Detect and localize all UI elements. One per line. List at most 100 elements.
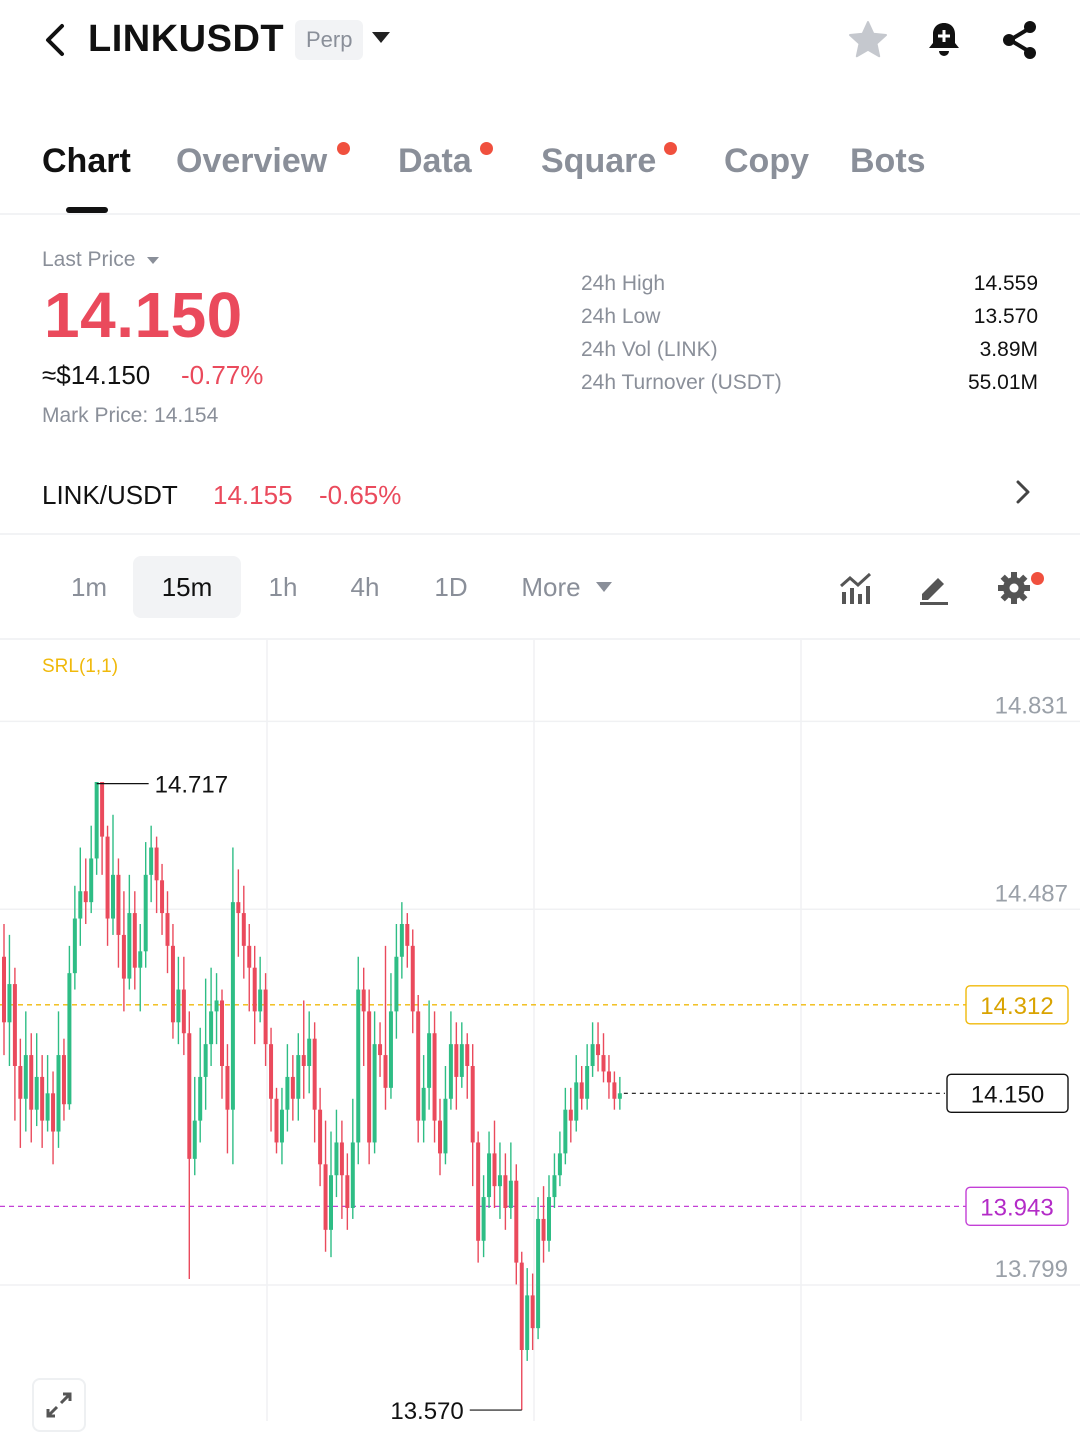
timeframe-1d[interactable]: 1D [434, 572, 468, 602]
tab-square[interactable]: Square [541, 142, 657, 180]
candle-body [465, 1044, 470, 1066]
share-icon [1003, 21, 1036, 59]
candle-body [536, 1218, 541, 1329]
candle-body [132, 913, 137, 968]
candle-body [432, 1033, 437, 1121]
candle-body [334, 1142, 339, 1176]
tab-copy[interactable]: Copy [724, 142, 809, 180]
tab-data[interactable]: Data [398, 142, 472, 180]
candle-body [18, 1066, 23, 1099]
candle-body [192, 1120, 197, 1159]
spot-pair-label[interactable]: LINK/USDT [42, 480, 178, 510]
candle-body [503, 1175, 508, 1208]
caret-down-icon[interactable] [147, 257, 159, 264]
symbol-title[interactable]: LINKUSDT [88, 18, 285, 60]
candle-body [399, 924, 404, 957]
indicators-button[interactable] [836, 568, 876, 608]
price-tag-box [965, 985, 1069, 1025]
stat-label: 24h Low [581, 305, 661, 328]
notification-dot [337, 142, 350, 155]
spot-price: 14.155 [213, 480, 293, 510]
chart-settings-button[interactable] [994, 568, 1034, 608]
candle-body [241, 913, 246, 946]
spot-chevron-right-icon[interactable] [1010, 478, 1036, 506]
candle-body [345, 1175, 350, 1208]
candle-body [269, 1044, 274, 1099]
contract-type-badge: Perp [295, 20, 364, 60]
candle-body [225, 1066, 230, 1110]
stat-label: 24h Turnover (USDT) [581, 371, 782, 394]
favorite-button[interactable] [846, 18, 890, 62]
stat-value: 14.559 [973, 272, 1038, 295]
candle-body [209, 1011, 214, 1045]
back-button[interactable] [40, 18, 76, 62]
low-price-label: 13.570 [390, 1398, 463, 1421]
back-icon [46, 24, 64, 56]
timeframe-1m[interactable]: 1m [70, 572, 108, 602]
candle-body [143, 874, 148, 952]
candle-body [530, 1295, 535, 1329]
candle-body [40, 1076, 45, 1121]
candle-body [78, 891, 83, 919]
divider [0, 638, 1080, 640]
timeframe-1h[interactable]: 1h [268, 572, 298, 602]
candle-body [7, 984, 12, 1023]
price-tag-box [965, 1186, 1069, 1227]
notification-dot [664, 142, 677, 155]
candle-body [111, 874, 115, 919]
more-caret-icon[interactable] [596, 582, 612, 592]
candle-body [525, 1295, 530, 1350]
tab-chart[interactable]: Chart [42, 142, 131, 180]
divider [0, 213, 1080, 215]
indicator-label[interactable]: SRL(1,1) [42, 656, 119, 677]
candle-body [492, 1153, 497, 1187]
candle-body [214, 1000, 219, 1012]
candle-body [307, 1038, 312, 1066]
candle-body [23, 1055, 28, 1099]
candle-body [383, 1055, 388, 1088]
timeframe-4h[interactable]: 4h [350, 572, 380, 602]
fullscreen-button[interactable] [32, 1378, 86, 1432]
price-tag-label: 13.943 [980, 1194, 1053, 1221]
candle-body [149, 847, 154, 875]
candle-body [154, 847, 159, 881]
candle-body [476, 1142, 481, 1241]
timeframe-15m[interactable]: 15m [133, 556, 241, 618]
candle-body [323, 1164, 328, 1230]
active-tab-indicator [66, 207, 108, 213]
candle-body [563, 1109, 568, 1154]
candle-body [612, 1082, 617, 1099]
y-tick-label: 14.831 [995, 692, 1068, 719]
candle-body [45, 1093, 50, 1121]
timeframe-more[interactable]: More [521, 572, 581, 602]
candle-body [487, 1153, 492, 1198]
candle-body [247, 945, 252, 968]
candlestick-chart[interactable]: 14.831 14.487 13.799 14.717 13.570 14.312 13.9… [0, 640, 1080, 1421]
candle-body [127, 913, 132, 979]
candle-body [285, 1076, 290, 1110]
candle-body [361, 989, 366, 1012]
spot-change: -0.65% [319, 480, 402, 510]
candle-body [105, 836, 110, 919]
usd-price: ≈$14.150 [42, 360, 151, 390]
candle-body [514, 1180, 519, 1263]
candle-body [290, 1076, 295, 1099]
symbol-dropdown-icon[interactable] [372, 32, 390, 43]
star-icon [849, 21, 887, 58]
candle-body [67, 973, 72, 1105]
stat-value: 3.89M [979, 338, 1038, 361]
candle-body [579, 1082, 584, 1099]
tab-overview[interactable]: Overview [176, 142, 328, 180]
notification-dot [1031, 572, 1044, 585]
candle-body [258, 989, 263, 1012]
candle-body [279, 1109, 284, 1143]
draw-tools-button[interactable] [914, 568, 954, 608]
gear-icon [998, 572, 1030, 604]
price-alert-button[interactable] [922, 18, 966, 62]
candle-body [448, 1044, 453, 1099]
tab-bots[interactable]: Bots [850, 142, 926, 180]
share-button[interactable] [998, 18, 1042, 62]
candle-body [329, 1175, 333, 1230]
candle-body [230, 902, 235, 1110]
last-price-label[interactable]: Last Price [42, 248, 136, 271]
